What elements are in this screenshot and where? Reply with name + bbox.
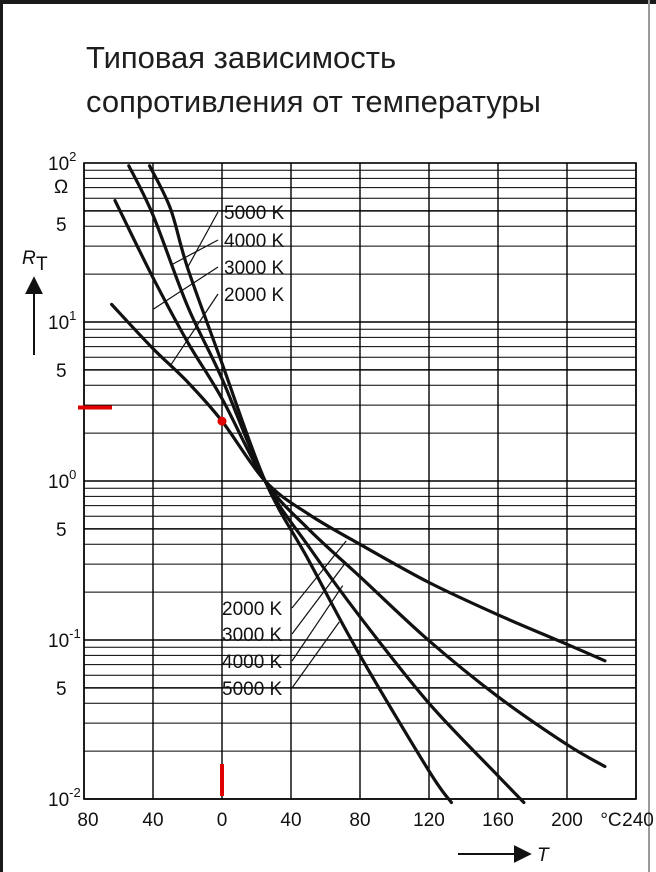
x-tick-labels: 80 40 0 40 80 120 160 200 °C 240 — [77, 810, 653, 831]
y-minor-tick-label: 5 — [56, 520, 67, 541]
legend-leader — [291, 585, 344, 662]
legend-label-upper: 3000 K — [224, 258, 285, 279]
legend-leader — [291, 540, 347, 609]
series-curves — [110, 164, 607, 805]
y-tick-label: 101 — [48, 308, 76, 334]
legend-label-lower: 5000 K — [222, 679, 283, 700]
y-minor-tick-label: 5 — [56, 215, 67, 236]
left-border — [0, 0, 3, 872]
x-tick-label: 200 — [551, 810, 583, 831]
plot-frame — [83, 162, 637, 800]
chart-title-block: Типовая зависимость сопротивления от тем… — [86, 36, 646, 124]
legend-leader — [152, 266, 219, 310]
x-tick-label: 80 — [77, 810, 98, 831]
x-tick-label: 40 — [280, 810, 301, 831]
x-tick-label: 240 — [622, 810, 654, 831]
plot-border — [83, 162, 637, 800]
legend-leader — [171, 239, 219, 266]
y-tick-exponent: -1 — [69, 626, 81, 641]
legend-label-upper: 5000 K — [224, 203, 285, 224]
y-tick-base: 10 — [48, 154, 69, 175]
x-tick-label: 0 — [217, 810, 228, 831]
series-line-5000k — [148, 164, 453, 805]
y-tick-label: 102 — [48, 149, 76, 175]
y-tick-exponent: -2 — [69, 785, 81, 800]
legend-label-lower: 3000 K — [222, 625, 283, 646]
x-tick-label: 160 — [482, 810, 514, 831]
x-axis-label: T — [537, 845, 550, 866]
series-line-2000k — [110, 302, 607, 663]
x-tick-label: 40 — [142, 810, 163, 831]
y-unit-label: Ω — [54, 177, 68, 198]
y-minor-tick-label: 5 — [56, 361, 67, 382]
y-tick-base: 10 — [48, 313, 69, 334]
y-axis-label-sub: T — [36, 254, 48, 275]
legend-label-lower: 2000 K — [222, 599, 283, 620]
highlight-marks — [78, 405, 227, 796]
legend-leader — [186, 211, 219, 268]
legend-label-upper: 4000 K — [224, 231, 285, 252]
x-tick-label: 120 — [413, 810, 445, 831]
y-tick-exponent: 2 — [69, 149, 76, 164]
right-border — [648, 0, 650, 872]
highlight-point — [217, 416, 227, 426]
y-tick-label: 100 — [48, 467, 76, 493]
x-unit-label: °C — [600, 810, 621, 831]
legend-leader-lines — [152, 211, 347, 689]
y-tick-base: 10 — [48, 631, 69, 652]
series-line-3000k — [113, 199, 607, 769]
y-tick-exponent: 0 — [69, 467, 76, 482]
chart-subtitle: сопротивления от температуры — [86, 84, 541, 119]
legend-leader — [291, 621, 340, 689]
y-tick-exponent: 1 — [69, 308, 76, 323]
legend-labels: 5000 K 4000 K 3000 K 2000 K 2000 K 3000 K 4000… — [222, 203, 285, 700]
legend-leader — [291, 561, 347, 635]
y-tick-base: 10 — [48, 472, 69, 493]
top-border — [0, 0, 656, 4]
x-tick-label: 80 — [349, 810, 370, 831]
y-tick-label: 10-2 — [48, 785, 81, 811]
y-axis-label: R — [22, 248, 36, 269]
series-line-4000k — [127, 164, 526, 805]
legend-label-lower: 4000 K — [222, 652, 283, 673]
legend-leader — [169, 293, 219, 367]
chart-title: Типовая зависимость — [86, 40, 397, 75]
legend-label-upper: 2000 K — [224, 285, 285, 306]
y-tick-label: 10-1 — [48, 626, 81, 652]
y-minor-tick-label: 5 — [56, 679, 67, 700]
y-tick-base: 10 — [48, 790, 69, 811]
